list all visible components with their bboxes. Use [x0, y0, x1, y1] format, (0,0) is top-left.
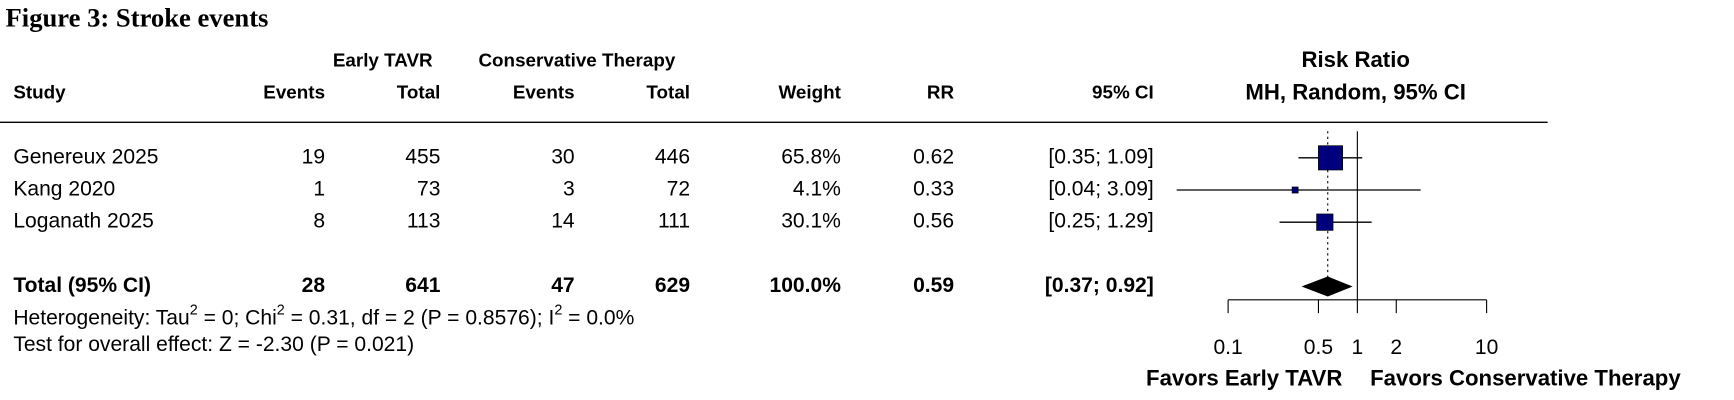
summary-diamond — [1301, 276, 1353, 297]
favors-label: Favors Early TAVR — [1146, 366, 1342, 391]
table-cell: 14 — [551, 210, 575, 233]
column-header: Total — [646, 81, 690, 102]
table-cell: [0.25; 1.29] — [1048, 210, 1153, 233]
table-cell: [0.37; 0.92] — [1045, 274, 1154, 297]
column-header: RR — [927, 81, 955, 102]
study-name: Genereux 2025 — [13, 145, 158, 168]
table-cell: 30 — [551, 145, 574, 168]
x-tick-label: 2 — [1390, 336, 1402, 359]
table-cell: 455 — [405, 145, 440, 168]
x-tick-label: 1 — [1351, 336, 1363, 359]
weight-box — [1316, 213, 1334, 231]
table-cell: 111 — [658, 210, 690, 233]
table-cell: 0.59 — [913, 274, 954, 297]
plot-header: Risk Ratio — [1301, 47, 1409, 72]
superscript: 2 — [277, 303, 285, 319]
table-cell: [0.35; 1.09] — [1048, 145, 1153, 168]
group-header: Early TAVR — [333, 49, 433, 70]
table-cell: 8 — [313, 210, 325, 233]
table-cell: 0.56 — [913, 210, 954, 233]
x-tick-label: 0.1 — [1213, 336, 1242, 359]
column-header: Study — [13, 81, 66, 102]
table-cell: 3 — [563, 178, 575, 201]
table-cell: 1 — [313, 178, 325, 201]
table-cell: 30.1% — [781, 210, 841, 233]
text-segment: = 0.0% — [562, 306, 634, 329]
table-cell: 629 — [655, 274, 690, 297]
table-cell: 4.1% — [793, 178, 841, 201]
figure-title: Figure 3: Stroke events — [6, 2, 269, 32]
table-cell: 113 — [407, 210, 441, 233]
plot-header: MH, Random, 95% CI — [1245, 79, 1466, 104]
overall-effect: Test for overall effect: Z = -2.30 (P = … — [13, 333, 414, 356]
table-cell: 28 — [302, 274, 326, 297]
table-cell: 446 — [655, 145, 690, 168]
x-tick-label: 0.5 — [1304, 336, 1333, 359]
table-cell: 100.0% — [769, 274, 841, 297]
superscript: 2 — [554, 303, 562, 319]
table-cell: 641 — [405, 274, 440, 297]
table-cell: 65.8% — [781, 145, 841, 168]
table-cell: [0.04; 3.09] — [1048, 178, 1153, 201]
table-cell: 72 — [667, 178, 690, 201]
table-cell: 47 — [551, 274, 574, 297]
column-header: 95% CI — [1092, 81, 1154, 102]
text-segment: = 0.31, df = 2 (P = 0.8576); I — [285, 306, 555, 329]
column-header: Events — [513, 81, 575, 102]
heterogeneity: Heterogeneity: Tau2 = 0; Chi2 = 0.31, df… — [13, 303, 634, 330]
favors-label: Favors Conservative Therapy — [1370, 366, 1681, 391]
text-segment: Heterogeneity: Tau — [13, 306, 189, 329]
weight-box — [1318, 145, 1344, 171]
column-header: Weight — [778, 81, 841, 102]
study-name: Loganath 2025 — [13, 210, 154, 233]
superscript: 2 — [190, 303, 198, 319]
text-segment: = 0; Chi — [198, 306, 277, 329]
study-name: Kang 2020 — [13, 178, 115, 201]
study-name: Total (95% CI) — [13, 274, 151, 297]
group-header: Conservative Therapy — [478, 49, 675, 70]
column-header: Total — [397, 81, 441, 102]
table-cell: 19 — [302, 145, 325, 168]
table-cell: 0.62 — [913, 145, 954, 168]
weight-box — [1291, 186, 1299, 194]
table-cell: 73 — [417, 178, 440, 201]
column-header: Events — [263, 81, 325, 102]
x-tick-label: 10 — [1475, 336, 1498, 359]
table-cell: 0.33 — [913, 178, 954, 201]
